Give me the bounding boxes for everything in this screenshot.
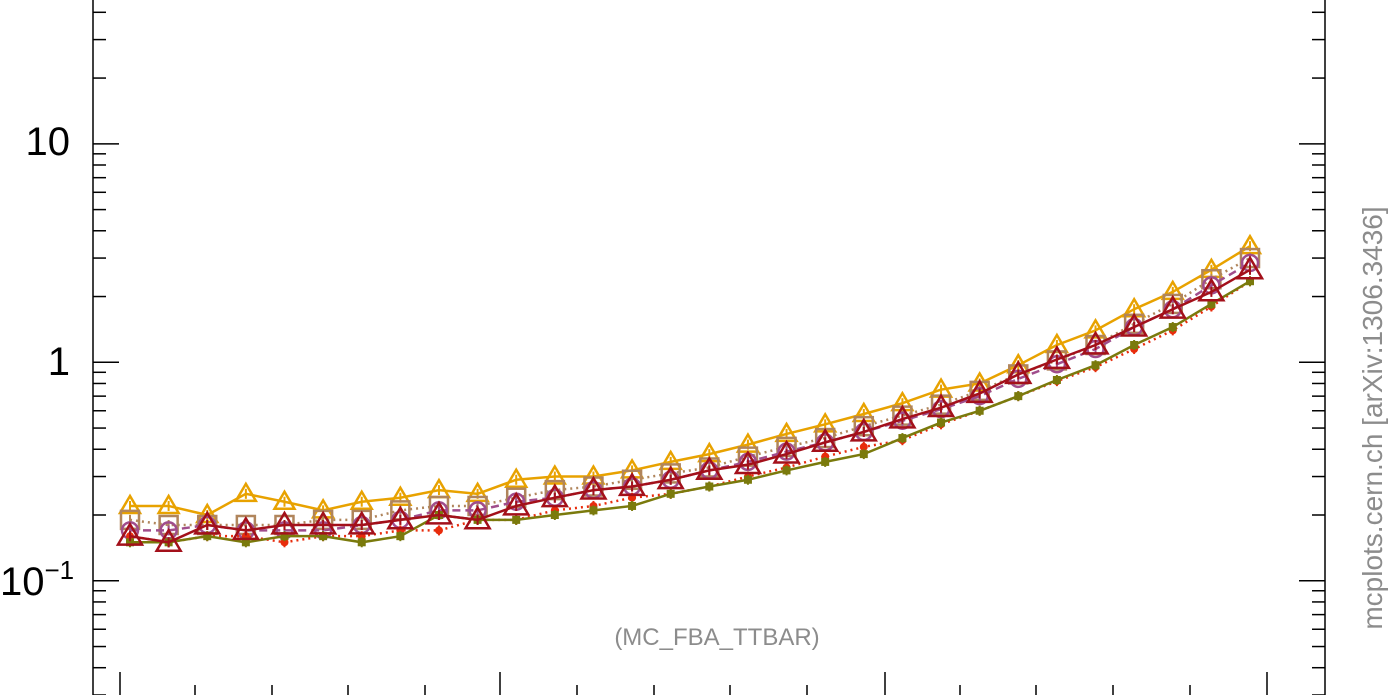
data-point [434,526,443,535]
data-point [1130,341,1139,349]
data-point [1246,277,1254,286]
data-point [743,475,752,484]
data-point [937,418,946,427]
data-point [241,538,250,547]
data-point [697,441,722,463]
data-point [782,466,791,475]
data-point [1083,317,1108,339]
series-line [130,280,1251,544]
data-point [117,493,143,515]
data-point [1207,299,1216,308]
data-point [1158,294,1187,319]
data-point [1168,323,1177,332]
data-point [589,506,598,515]
data-point [975,406,984,415]
data-point [890,390,915,412]
series-3 [126,276,1254,548]
data-point [695,455,724,481]
data-point [656,465,685,490]
data-point [1042,345,1072,370]
data-point [849,417,878,442]
data-point [280,532,289,541]
data-point [926,393,956,418]
data-point [388,485,413,506]
data-point [772,439,801,464]
data-point [1119,312,1149,337]
data-point [357,538,366,547]
series-4 [126,276,1254,548]
data-point [579,475,608,500]
data-point [319,532,328,541]
data-point [504,467,529,488]
data-point [859,450,868,459]
data-point [888,404,917,429]
data-point [502,491,531,516]
data-point [154,527,183,552]
data-point [666,489,675,498]
series-layer [115,233,1265,552]
data-point [1091,361,1100,370]
data-point [233,481,259,503]
data-point [810,427,840,453]
data-point [272,489,297,510]
data-point [1235,255,1265,280]
data-point [156,493,181,515]
data-point [821,457,830,466]
series-2 [120,253,1260,540]
data-point [898,434,907,443]
data-point [203,532,212,541]
data-point [280,538,289,547]
y-tick-label-1: 1 [48,340,70,384]
data-point [115,521,145,546]
data-point [859,442,868,451]
data-point [349,489,374,510]
data-point [540,483,570,508]
data-point [386,505,415,530]
data-point [1197,277,1226,302]
data-point [465,481,490,503]
data-point [965,379,994,404]
data-point [1014,392,1023,401]
data-point [396,532,405,541]
series-5 [115,255,1265,552]
series-line [129,256,1251,527]
series-line [129,268,1251,544]
y-tick-label-0.1: 10−1 [0,555,74,604]
data-point [550,511,559,520]
data-point [733,450,763,475]
series-0 [117,233,1263,524]
data-point [1004,359,1033,385]
watermark-label: (MC_FBA_TTBAR) [614,624,819,651]
data-point [512,515,521,524]
data-point [347,510,376,535]
data-point [308,510,338,535]
data-point [270,510,299,535]
axes-frame [92,0,1326,695]
series-line [129,280,1251,544]
data-point [463,505,492,530]
y-tick-label-10: 10 [26,120,71,164]
data-point [705,482,714,491]
data-point [628,501,637,510]
data-point [1081,330,1110,355]
data-point [193,510,222,535]
data-point [424,500,454,525]
data-point [1052,375,1061,384]
y-tick-exponent: −1 [45,555,75,585]
side-label: mcplots.cern.ch [arXiv:1306.3436] [1357,206,1388,629]
data-point [617,472,647,497]
data-point [126,538,134,547]
y-tick-base: 10 [0,560,45,604]
data-point [231,515,261,541]
